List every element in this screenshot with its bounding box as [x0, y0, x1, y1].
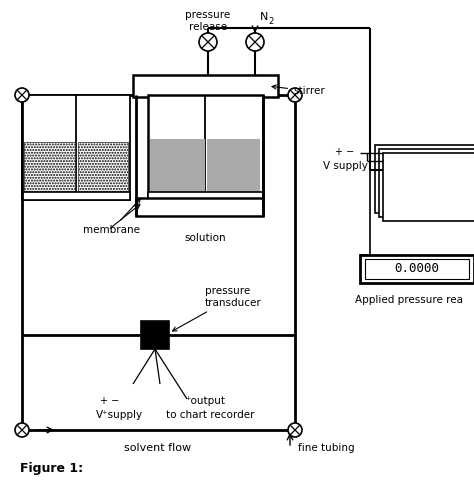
Text: pressure
release: pressure release [185, 10, 231, 32]
Bar [375, 145, 474, 213]
Text: ⁺output: ⁺output [185, 396, 225, 406]
Bar [24, 142, 75, 192]
Text: Figure 1:: Figure 1: [20, 462, 83, 475]
Text: 0.0000: 0.0000 [394, 262, 439, 276]
Circle shape [15, 423, 29, 437]
Circle shape [288, 423, 302, 437]
Bar [133, 75, 278, 97]
Bar [148, 95, 263, 200]
Text: 2: 2 [268, 17, 273, 26]
Text: + −: + − [100, 396, 119, 406]
Bar [22, 192, 130, 200]
Bar [365, 259, 469, 279]
Bar [22, 95, 130, 200]
Text: solution: solution [184, 233, 226, 243]
Text: V supply: V supply [323, 161, 367, 171]
Bar [379, 149, 474, 217]
Bar [141, 321, 169, 349]
Text: V⁺supply: V⁺supply [95, 410, 143, 420]
Bar [150, 139, 205, 192]
Circle shape [199, 33, 217, 51]
Text: pressure
transducer: pressure transducer [173, 286, 262, 331]
Bar [207, 139, 260, 192]
Bar [136, 198, 263, 216]
Circle shape [246, 33, 264, 51]
Text: to chart recorder: to chart recorder [166, 410, 254, 420]
Bar [78, 142, 128, 192]
Text: Applied pressure rea: Applied pressure rea [355, 295, 463, 305]
Text: stirrer: stirrer [272, 85, 325, 96]
Text: N: N [260, 12, 268, 22]
Text: fine tubing: fine tubing [298, 443, 355, 453]
Bar [383, 153, 474, 221]
Bar [148, 192, 263, 200]
Circle shape [288, 88, 302, 102]
Text: membrane: membrane [83, 199, 140, 235]
Circle shape [15, 88, 29, 102]
Text: solvent flow: solvent flow [125, 443, 191, 453]
Text: + −: + − [336, 147, 355, 157]
Bar [360, 255, 474, 283]
